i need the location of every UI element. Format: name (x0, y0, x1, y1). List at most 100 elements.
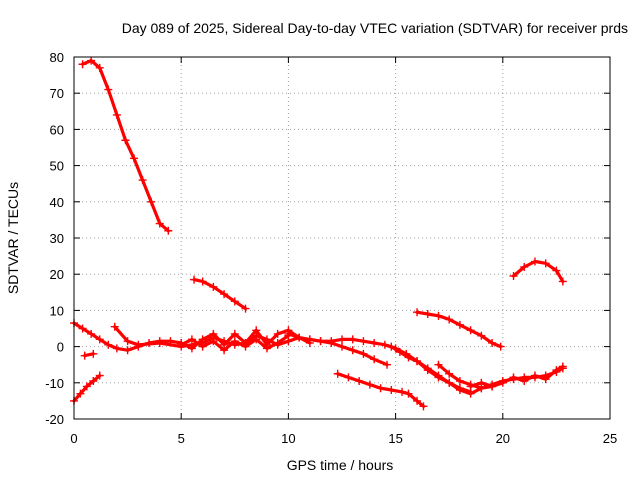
data-point-marker (455, 384, 464, 393)
data-point-marker (230, 337, 239, 346)
data-point-marker (359, 349, 368, 358)
data-point-marker (177, 340, 186, 349)
data-point-marker (209, 282, 218, 291)
data-point-marker (509, 373, 518, 382)
series-arc-10 (305, 335, 392, 369)
series-arc-4 (80, 349, 98, 360)
series-arc-2 (70, 319, 186, 355)
data-point-marker (498, 378, 507, 387)
series-arc-3 (70, 371, 104, 405)
data-point-marker (530, 371, 539, 380)
data-point-marker (209, 337, 218, 346)
data-point-marker (123, 346, 132, 355)
series-arc-1 (78, 56, 173, 235)
data-point-marker (496, 342, 505, 351)
data-point-marker (445, 315, 454, 324)
data-point-marker (488, 382, 497, 391)
data-point-marker (477, 378, 486, 387)
data-point-marker (327, 338, 336, 347)
series-arc-11 (333, 369, 428, 411)
data-point-marker (112, 110, 121, 119)
data-point-marker (466, 382, 475, 391)
x-tick-label: 0 (70, 431, 77, 446)
data-point-marker (376, 384, 385, 393)
x-tick-label: 5 (178, 431, 185, 446)
data-point-marker (187, 344, 196, 353)
data-point-marker (138, 176, 147, 185)
data-point-marker (413, 396, 422, 405)
data-point-marker (121, 136, 130, 145)
data-point-marker (359, 337, 368, 346)
data-point-marker (395, 348, 404, 357)
data-point-marker (423, 366, 432, 375)
data-point-marker (380, 340, 389, 349)
data-point-marker (230, 329, 239, 338)
data-point-marker (365, 380, 374, 389)
data-point-marker (80, 351, 89, 360)
data-point-marker (220, 346, 229, 355)
x-tick-label: 20 (496, 431, 510, 446)
data-point-marker (82, 382, 91, 391)
data-point-marker (552, 366, 561, 375)
x-tick-label: 15 (388, 431, 402, 446)
data-point-marker (466, 326, 475, 335)
data-point-marker (520, 262, 529, 271)
data-point-marker (404, 389, 413, 398)
y-tick-label: 80 (50, 50, 64, 65)
data-point-marker (110, 322, 119, 331)
data-point-marker (434, 360, 443, 369)
data-point-marker (509, 272, 518, 281)
series-line (80, 58, 170, 233)
data-point-marker (134, 340, 143, 349)
data-point-marker (95, 371, 104, 380)
data-point-marker (348, 346, 357, 355)
data-point-marker (155, 338, 164, 347)
data-point-marker (112, 344, 121, 353)
data-point-marker (387, 386, 396, 395)
y-tick-label: 10 (50, 303, 64, 318)
data-point-marker (78, 324, 87, 333)
y-tick-label: -20 (45, 412, 64, 427)
data-point-marker (541, 259, 550, 268)
y-tick-label: 60 (50, 122, 64, 137)
series-arc-13 (413, 308, 505, 351)
data-point-marker (488, 338, 497, 347)
y-tick-label: 40 (50, 195, 64, 210)
data-point-marker (338, 342, 346, 351)
y-tick-label: 50 (50, 159, 64, 174)
y-tick-label: -10 (45, 376, 64, 391)
data-point-marker (434, 311, 443, 320)
y-tick-label: 30 (50, 231, 64, 246)
data-point-marker (398, 387, 407, 396)
data-point-marker (383, 360, 392, 369)
data-point-marker (252, 326, 261, 335)
series-line (113, 325, 312, 349)
data-point-marker (273, 329, 282, 338)
data-point-marker (423, 310, 432, 319)
y-tick-label: 70 (50, 86, 64, 101)
data-point-marker (295, 333, 304, 342)
series-line (511, 259, 565, 283)
axis-ticks: 0 5 10 15 20 25 -20 -10 0 10 20 30 40 50 60 70 80 (45, 50, 617, 446)
data-point-marker (348, 335, 357, 344)
data-point-marker (419, 402, 428, 411)
data-point-marker (198, 277, 207, 286)
data-point-marker (252, 335, 261, 344)
data-point-marker (230, 297, 239, 306)
data-point-marker (370, 355, 379, 364)
series-arc-8 (190, 275, 250, 313)
data-point-marker (284, 329, 293, 338)
y-axis-label: SDTVAR / TECUs (5, 182, 21, 294)
data-point-marker (558, 362, 567, 371)
data-point-marker (147, 197, 156, 206)
data-point-marker (87, 56, 96, 65)
data-point-marker (404, 353, 413, 362)
data-point-marker (338, 335, 346, 344)
data-point-marker (530, 257, 539, 266)
data-point-marker (355, 376, 364, 385)
x-tick-label: 25 (603, 431, 617, 446)
series-arc-15 (466, 362, 567, 391)
data-point-marker (95, 63, 104, 72)
y-tick-label: 20 (50, 267, 64, 282)
